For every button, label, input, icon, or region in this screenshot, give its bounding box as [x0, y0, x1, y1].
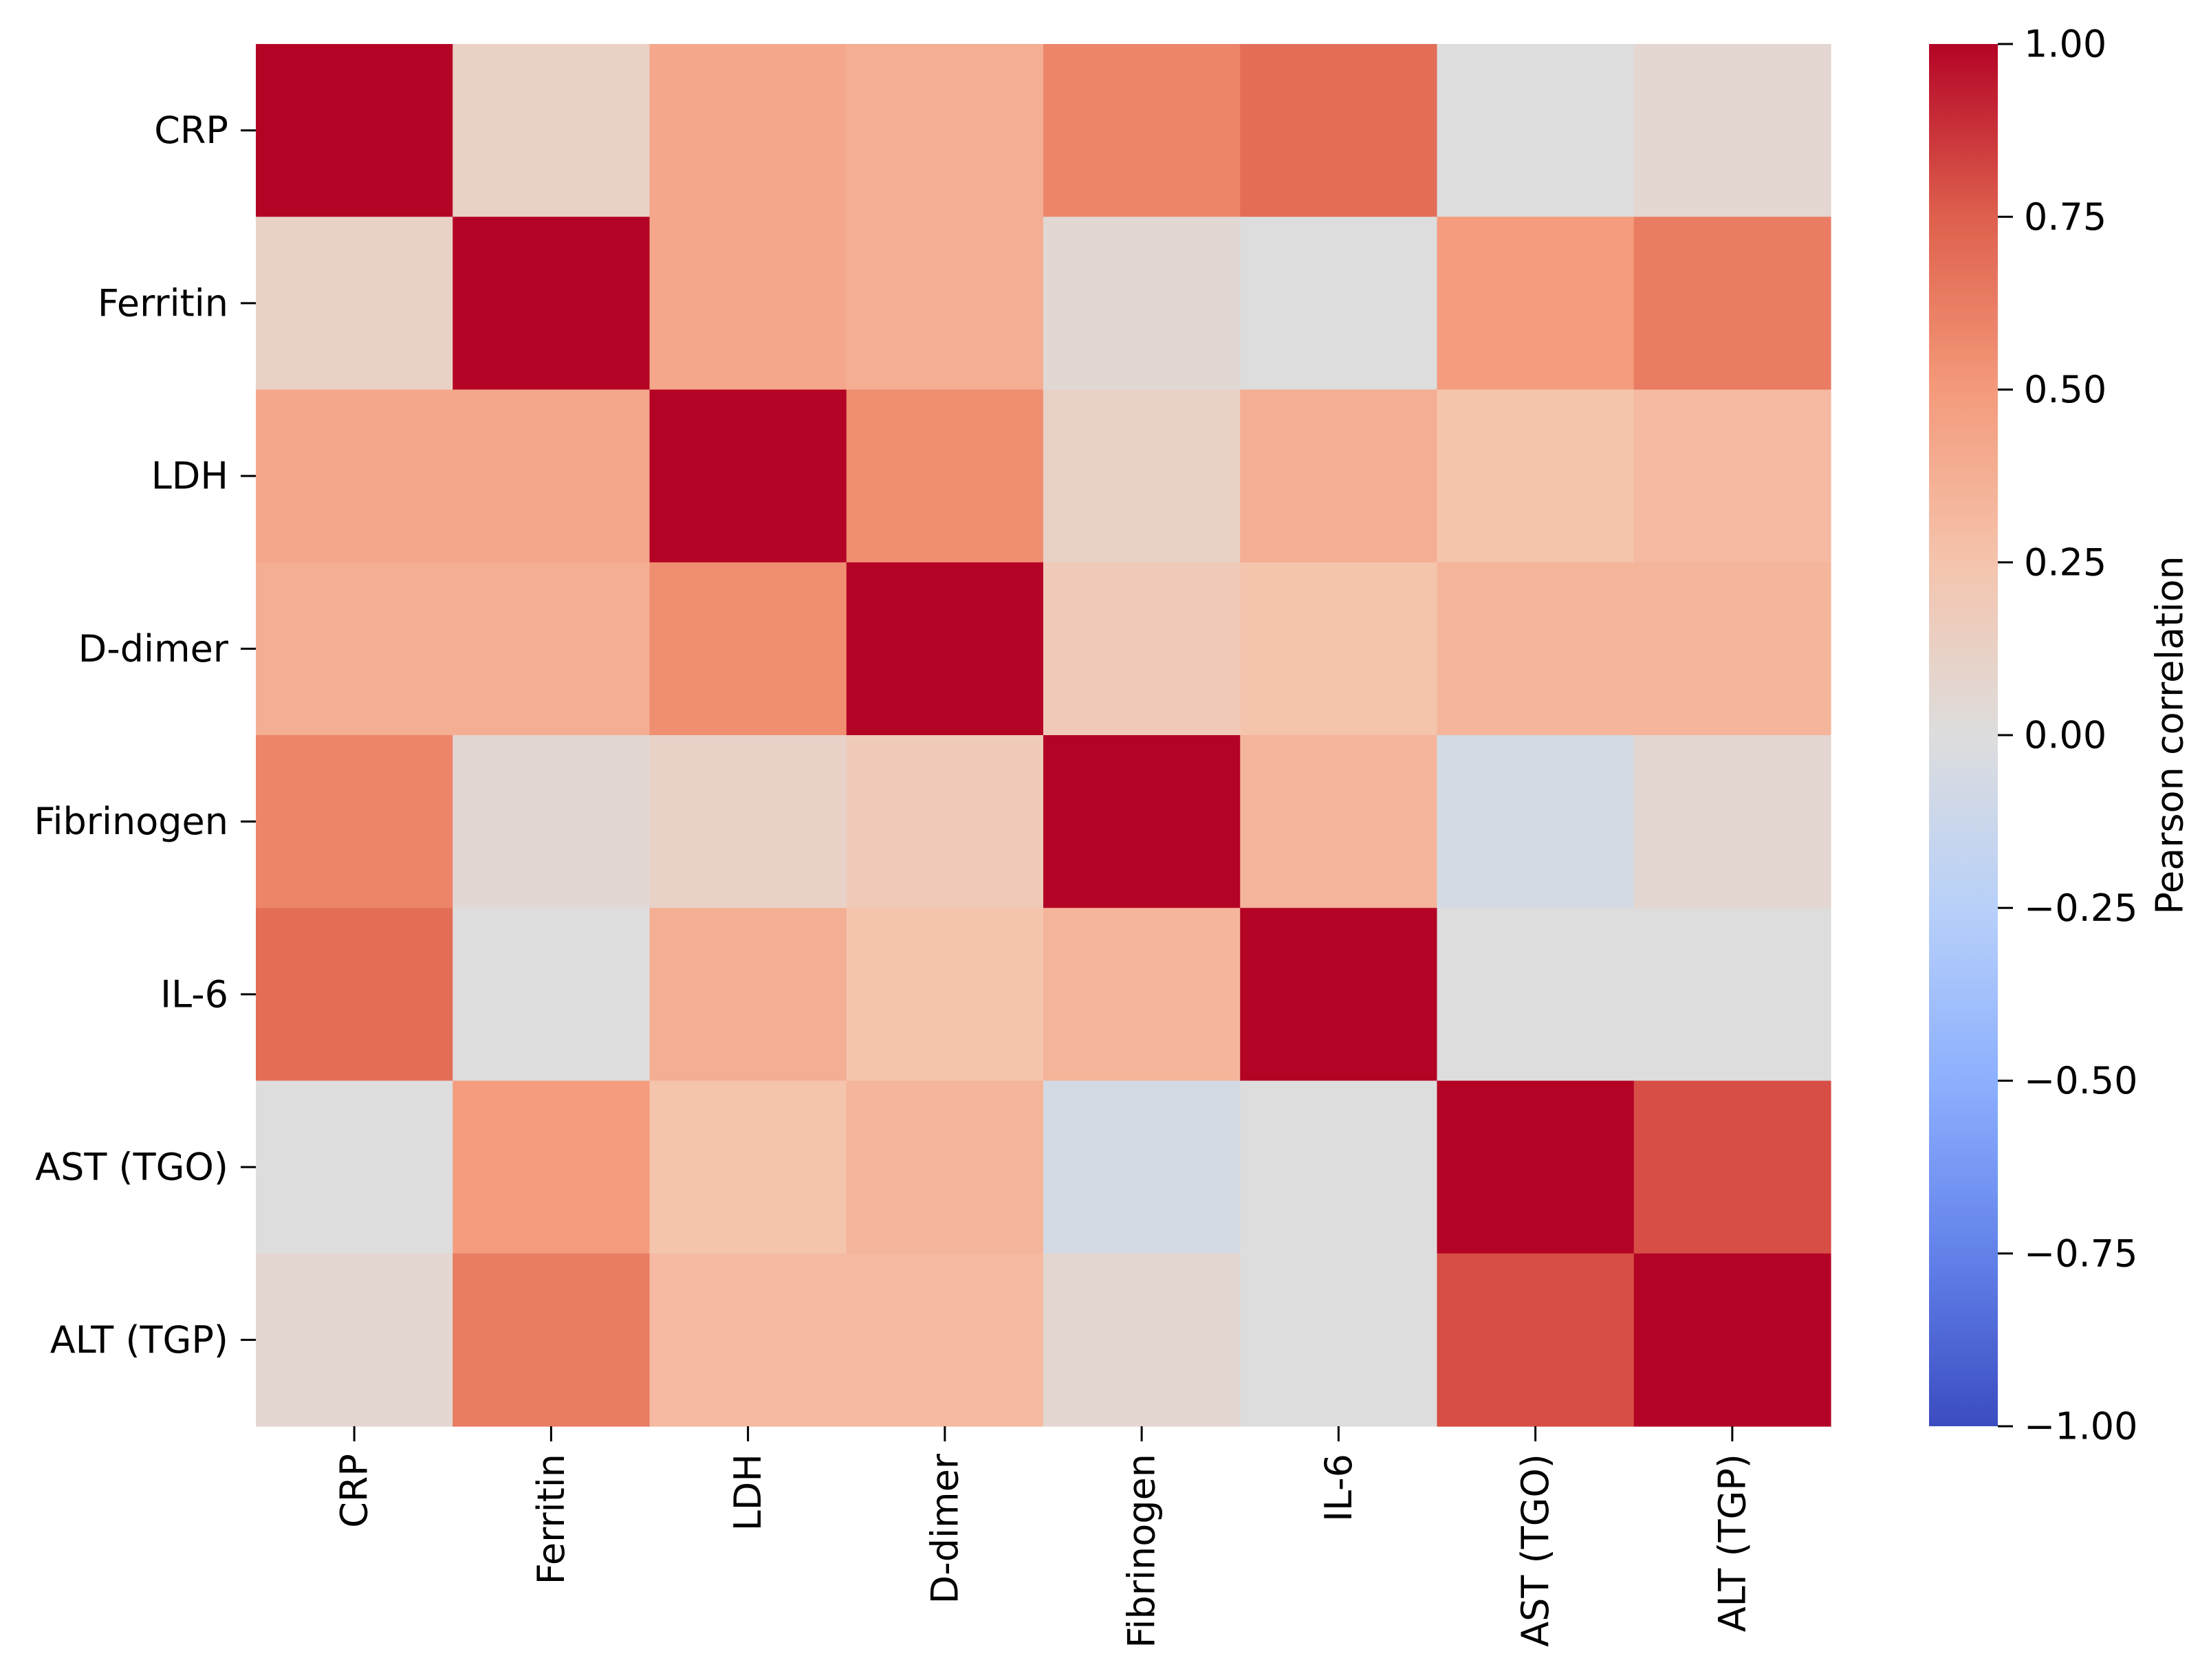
- heatmap-cell-alt-tgp-alt-tgp: [1633, 1253, 1831, 1427]
- colorbar-tick-label: −1.00: [2024, 1405, 2137, 1448]
- x-axis: CRP Ferritin LDH D-dimer Fibrinogen IL-6 AST (…: [333, 1426, 1754, 1648]
- y-tick-label-ldh: LDH: [151, 455, 228, 498]
- heatmap-cell-d-dimer-fibrinogen: [1043, 562, 1241, 736]
- heatmap-cells: [256, 44, 1831, 1427]
- colorbar-tick-label: 1.00: [2024, 23, 2106, 66]
- x-tick-label-ferritin: Ferritin: [530, 1454, 573, 1584]
- heatmap-cell-fibrinogen-ast-tgo: [1437, 735, 1635, 908]
- y-tick-label-ferritin: Ferritin: [98, 281, 228, 325]
- heatmap-cell-ast-tgo-d-dimer: [846, 1080, 1044, 1254]
- heatmap-cell-crp-ast-tgo: [1437, 44, 1635, 217]
- heatmap-cell-crp-ferritin: [453, 44, 651, 217]
- x-tick-label-ast-tgo: AST (TGO): [1514, 1454, 1557, 1647]
- heatmap-cell-ast-tgo-ast-tgo: [1437, 1080, 1635, 1254]
- y-tick-label-fibrinogen: Fibrinogen: [34, 800, 228, 843]
- colorbar-tick-label: 0.75: [2024, 195, 2106, 239]
- heatmap-cell-fibrinogen-il-6: [1240, 735, 1438, 908]
- heatmap-cell-ldh-fibrinogen: [1043, 389, 1241, 563]
- heatmap-cell-fibrinogen-fibrinogen: [1043, 735, 1241, 908]
- heatmap-cell-ldh-ldh: [649, 389, 847, 563]
- heatmap-cell-ferritin-alt-tgp: [1633, 217, 1831, 391]
- heatmap-cell-ast-tgo-il-6: [1240, 1080, 1438, 1254]
- heatmap-cell-il-6-alt-tgp: [1633, 908, 1831, 1082]
- heatmap-cell-fibrinogen-ferritin: [453, 735, 651, 908]
- heatmap-cell-ferritin-d-dimer: [846, 217, 1044, 391]
- heatmap-cell-il-6-ast-tgo: [1437, 908, 1635, 1082]
- x-tick-label-ldh: LDH: [726, 1454, 770, 1531]
- x-tick-label-d-dimer: D-dimer: [923, 1453, 966, 1604]
- colorbar-tick-label: −0.75: [2024, 1232, 2137, 1275]
- y-axis: CRP Ferritin LDH D-dimer Fibrinogen IL-6 AST (…: [34, 109, 256, 1362]
- heatmap-cell-alt-tgp-ldh: [649, 1253, 847, 1427]
- heatmap-cell-ast-tgo-crp: [256, 1080, 453, 1254]
- heatmap-cell-crp-d-dimer: [846, 44, 1044, 217]
- heatmap-cell-d-dimer-ferritin: [453, 562, 651, 736]
- heatmap-cell-ldh-ferritin: [453, 389, 651, 563]
- heatmap-cell-ferritin-ldh: [649, 217, 847, 391]
- x-tick-label-fibrinogen: Fibrinogen: [1120, 1454, 1164, 1648]
- y-tick-label-d-dimer: D-dimer: [78, 627, 229, 670]
- heatmap-cell-ferritin-fibrinogen: [1043, 217, 1241, 391]
- heatmap-cell-d-dimer-d-dimer: [846, 562, 1044, 736]
- heatmap-cell-alt-tgp-il-6: [1240, 1253, 1438, 1427]
- heatmap-cell-alt-tgp-fibrinogen: [1043, 1253, 1241, 1427]
- heatmap-cell-ldh-d-dimer: [846, 389, 1044, 563]
- heatmap-cell-ferritin-crp: [256, 217, 453, 391]
- heatmap-cell-alt-tgp-d-dimer: [846, 1253, 1044, 1427]
- colorbar-tick-label: 0.50: [2024, 368, 2106, 411]
- heatmap-cell-il-6-crp: [256, 908, 453, 1082]
- colorbar-scale: [1929, 44, 1998, 1426]
- heatmap-cell-il-6-ldh: [649, 908, 847, 1082]
- heatmap-cell-fibrinogen-ldh: [649, 735, 847, 908]
- heatmap-cell-il-6-ferritin: [453, 908, 651, 1082]
- heatmap-cell-ldh-crp: [256, 389, 453, 563]
- y-tick-label-crp: CRP: [154, 109, 228, 152]
- heatmap-cell-fibrinogen-alt-tgp: [1633, 735, 1831, 908]
- heatmap-cell-ldh-alt-tgp: [1633, 389, 1831, 563]
- heatmap-cell-d-dimer-crp: [256, 562, 453, 736]
- heatmap-cell-alt-tgp-crp: [256, 1253, 453, 1427]
- heatmap-cell-il-6-d-dimer: [846, 908, 1044, 1082]
- colorbar-tick-label: 0.25: [2024, 541, 2106, 584]
- x-tick-label-alt-tgp: ALT (TGP): [1710, 1454, 1754, 1632]
- colorbar: 1.00 0.75 0.50 0.25 0.00 −0.25 −0.50 −0.75 −1.00…: [1929, 23, 2192, 1448]
- y-tick-label-il-6: IL-6: [160, 972, 228, 1016]
- heatmap-cell-d-dimer-ast-tgo: [1437, 562, 1635, 736]
- colorbar-ticks: 1.00 0.75 0.50 0.25 0.00 −0.25 −0.50 −0.75 −1.00: [1998, 23, 2137, 1448]
- heatmap-cell-crp-ldh: [649, 44, 847, 217]
- heatmap-cell-ldh-il-6: [1240, 389, 1438, 563]
- y-tick-label-ast-tgo: AST (TGO): [35, 1146, 228, 1189]
- x-tick-label-crp: CRP: [333, 1454, 376, 1528]
- heatmap-cell-fibrinogen-d-dimer: [846, 735, 1044, 908]
- heatmap-cell-crp-fibrinogen: [1043, 44, 1241, 217]
- colorbar-label: Pearson correlation: [2148, 556, 2192, 914]
- heatmap-cell-d-dimer-il-6: [1240, 562, 1438, 736]
- colorbar-tick-label: −0.25: [2024, 886, 2137, 930]
- heatmap-cell-ast-tgo-alt-tgp: [1633, 1080, 1831, 1254]
- heatmap-cell-fibrinogen-crp: [256, 735, 453, 908]
- colorbar-tick-label: −0.50: [2024, 1059, 2137, 1102]
- heatmap-cell-ferritin-ferritin: [453, 217, 651, 391]
- heatmap-cell-ldh-ast-tgo: [1437, 389, 1635, 563]
- heatmap-cell-crp-il-6: [1240, 44, 1438, 217]
- heatmap-cell-crp-alt-tgp: [1633, 44, 1831, 217]
- heatmap-cell-ast-tgo-ldh: [649, 1080, 847, 1254]
- heatmap-cell-ferritin-ast-tgo: [1437, 217, 1635, 391]
- heatmap-cell-alt-tgp-ferritin: [453, 1253, 651, 1427]
- heatmap-cell-ast-tgo-fibrinogen: [1043, 1080, 1241, 1254]
- heatmap-cell-ast-tgo-ferritin: [453, 1080, 651, 1254]
- heatmap-cell-d-dimer-ldh: [649, 562, 847, 736]
- x-tick-label-il-6: IL-6: [1317, 1454, 1360, 1522]
- heatmap-cell-il-6-il-6: [1240, 908, 1438, 1082]
- heatmap-cell-d-dimer-alt-tgp: [1633, 562, 1831, 736]
- heatmap-cell-crp-crp: [256, 44, 453, 217]
- y-tick-label-alt-tgp: ALT (TGP): [50, 1318, 228, 1362]
- heatmap-cell-ferritin-il-6: [1240, 217, 1438, 391]
- colorbar-tick-label: 0.00: [2024, 714, 2106, 757]
- heatmap-cell-alt-tgp-ast-tgo: [1437, 1253, 1635, 1427]
- heatmap-cell-il-6-fibrinogen: [1043, 908, 1241, 1082]
